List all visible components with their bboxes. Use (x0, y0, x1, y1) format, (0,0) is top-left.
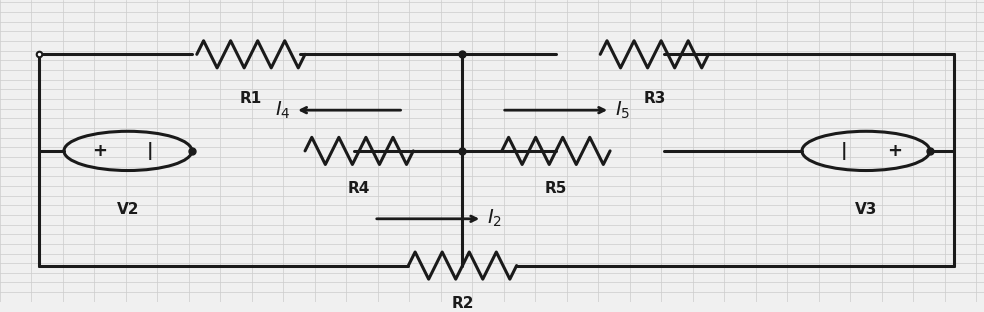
Text: R3: R3 (644, 90, 665, 105)
Text: R1: R1 (240, 90, 262, 105)
Text: $I_5$: $I_5$ (615, 100, 630, 121)
Text: V3: V3 (855, 202, 877, 217)
Text: +: + (92, 142, 106, 160)
Text: +: + (888, 142, 902, 160)
Text: R2: R2 (452, 296, 473, 311)
Text: R5: R5 (545, 181, 567, 196)
Text: R4: R4 (348, 181, 370, 196)
Text: V2: V2 (117, 202, 139, 217)
Text: $I_4$: $I_4$ (275, 100, 290, 121)
Text: $I_2$: $I_2$ (487, 208, 502, 229)
Text: |: | (147, 142, 154, 160)
Text: |: | (840, 142, 847, 160)
